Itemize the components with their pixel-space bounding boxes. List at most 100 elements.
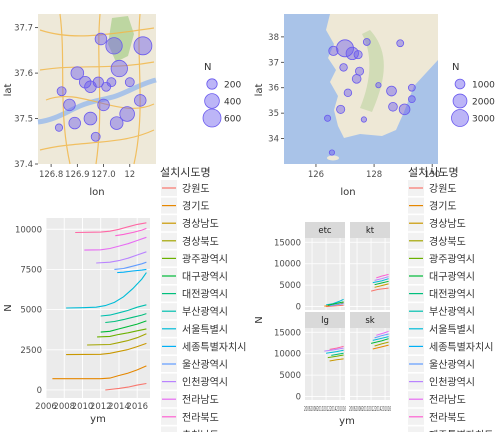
legend-item-label: 광주광역시 xyxy=(182,253,228,265)
y-tick-label: 38 xyxy=(268,33,279,43)
korea-mountains xyxy=(360,30,384,112)
line-chart-series-layer xyxy=(52,222,147,391)
line-xlabel: ym xyxy=(90,414,106,425)
legend-size-key xyxy=(206,78,218,90)
legend-item-label: 전라남도 xyxy=(429,394,466,406)
korea-xlabel: lon xyxy=(340,187,355,198)
facet-series-line xyxy=(326,349,344,354)
line-chart-panel: 0 2500 5000 7500 10000 2006200820102012201420… xyxy=(3,218,150,425)
map-point xyxy=(396,39,405,48)
facet-strip-label: etc xyxy=(318,226,332,236)
series-line xyxy=(96,251,147,264)
facet-strip xyxy=(305,312,345,328)
legend-item-label: 경상남도 xyxy=(182,217,219,230)
y-tick-label: 15000 xyxy=(274,238,301,248)
facet-background xyxy=(350,328,390,400)
facet-series-line xyxy=(374,276,389,281)
series-line xyxy=(75,222,147,234)
map-point xyxy=(360,116,367,123)
map-point xyxy=(105,37,123,55)
region-legend-left: 설치시도명 강원도경기도경상남도경상북도광주광역시대구광역시대전광역시부산광역시… xyxy=(160,166,246,432)
seoul-points-layer xyxy=(54,32,153,142)
map-point xyxy=(398,103,411,116)
jeju-island xyxy=(327,155,339,161)
legend-size-label: 200 xyxy=(224,81,241,91)
x-tick-label: 20062008201020122014201016 xyxy=(349,405,391,413)
legend-item-label: 제주특별자치도 xyxy=(429,429,493,432)
facet-strip-label: kt xyxy=(366,226,375,236)
legend-size-label: 3000 xyxy=(472,115,495,125)
facet-strip xyxy=(350,222,390,238)
y-tick-label: 5000 xyxy=(279,371,301,381)
facet-background xyxy=(350,238,390,310)
y-tick-label: 10000 xyxy=(15,225,42,235)
y-tick-label: 7500 xyxy=(20,265,42,275)
series-line xyxy=(66,272,147,309)
y-tick-label: 34 xyxy=(268,135,279,145)
legend-item-label: 부산광역시 xyxy=(182,306,228,318)
legend-item-label: 경상북도 xyxy=(182,235,219,248)
legend-item-label: 대구광역시 xyxy=(429,271,475,283)
series-line xyxy=(105,313,147,324)
map-point xyxy=(119,106,135,122)
legend-item-label: 서울특별시 xyxy=(429,324,475,336)
legend-item-label: 세종특별자치시 xyxy=(182,341,246,353)
map-point xyxy=(386,85,397,97)
map-point xyxy=(375,82,382,89)
facet-ylabel: N xyxy=(254,316,265,323)
facet-grid: etc 0 5000 10000 15000 kt lg 0 5000 10000 15000 200… xyxy=(274,222,391,413)
facet-chart-panel: etc 0 5000 10000 15000 kt lg 0 5000 10000 15000 200… xyxy=(254,222,391,427)
map-point xyxy=(328,149,336,156)
x-tick-label: 126.8 xyxy=(39,170,63,180)
legend-item-label: 강원도 xyxy=(182,183,210,195)
y-tick-label: 15000 xyxy=(274,328,301,338)
map-point xyxy=(54,123,64,132)
facet-series-line xyxy=(326,304,344,308)
facet-series-line xyxy=(374,280,389,286)
map-point xyxy=(351,74,362,84)
seoul-ylabel: lat xyxy=(3,84,14,97)
legend-item-label: 전라북도 xyxy=(429,412,466,424)
region-legend-right: 설치시도명 강원도경기도경상남도경상북도광주광역시대구광역시대전광역시부산광역시… xyxy=(408,166,493,432)
facet-series-line xyxy=(327,301,344,306)
line-chart-axes: 0 2500 5000 7500 10000 2006200820102012201420… xyxy=(15,225,148,412)
series-line xyxy=(97,328,147,338)
legend-key-bg xyxy=(408,426,424,432)
map-point xyxy=(328,45,339,56)
legend-size-key xyxy=(204,93,220,109)
facet-strip-label: sk xyxy=(365,316,374,326)
legend-item-label: 대구광역시 xyxy=(182,271,228,283)
facet-series-line xyxy=(374,333,389,339)
map-point xyxy=(90,131,101,142)
y-tick-label: 35 xyxy=(268,109,279,119)
series-line xyxy=(87,333,147,346)
korea-points-layer xyxy=(324,38,416,156)
legend-item-label: 전라북도 xyxy=(182,412,219,424)
map-point xyxy=(353,50,363,60)
seoul-xlabel: lon xyxy=(89,187,104,198)
legend-item-label: 경상남도 xyxy=(429,217,466,230)
legend-item-label: 충청남도 xyxy=(182,429,219,432)
facet-xlabel: ym xyxy=(339,416,355,427)
legend-size-key xyxy=(454,78,466,90)
legend-item-label: 경기도 xyxy=(429,200,457,213)
facet-series-line xyxy=(374,341,389,347)
series-line xyxy=(117,268,147,274)
han-river xyxy=(37,77,157,125)
legend-item-label: 강원도 xyxy=(429,183,457,195)
x-tick-label: 2014 xyxy=(108,402,130,412)
x-tick-label: 2008 xyxy=(53,402,75,412)
line-chart-background xyxy=(46,218,150,398)
y-tick-label: 37.7 xyxy=(14,24,33,34)
map-point xyxy=(70,66,85,80)
facet-series-line xyxy=(326,298,344,306)
y-tick-label: 37.6 xyxy=(14,69,33,79)
y-tick-label: 36 xyxy=(268,84,279,94)
legend-left-title: 설치시도명 xyxy=(160,166,211,179)
map-point xyxy=(362,38,371,46)
map-point xyxy=(345,46,359,61)
legend-item-label: 인천광역시 xyxy=(429,377,475,389)
x-tick-label: 130 xyxy=(424,170,440,180)
y-tick-label: 0 xyxy=(296,303,301,313)
